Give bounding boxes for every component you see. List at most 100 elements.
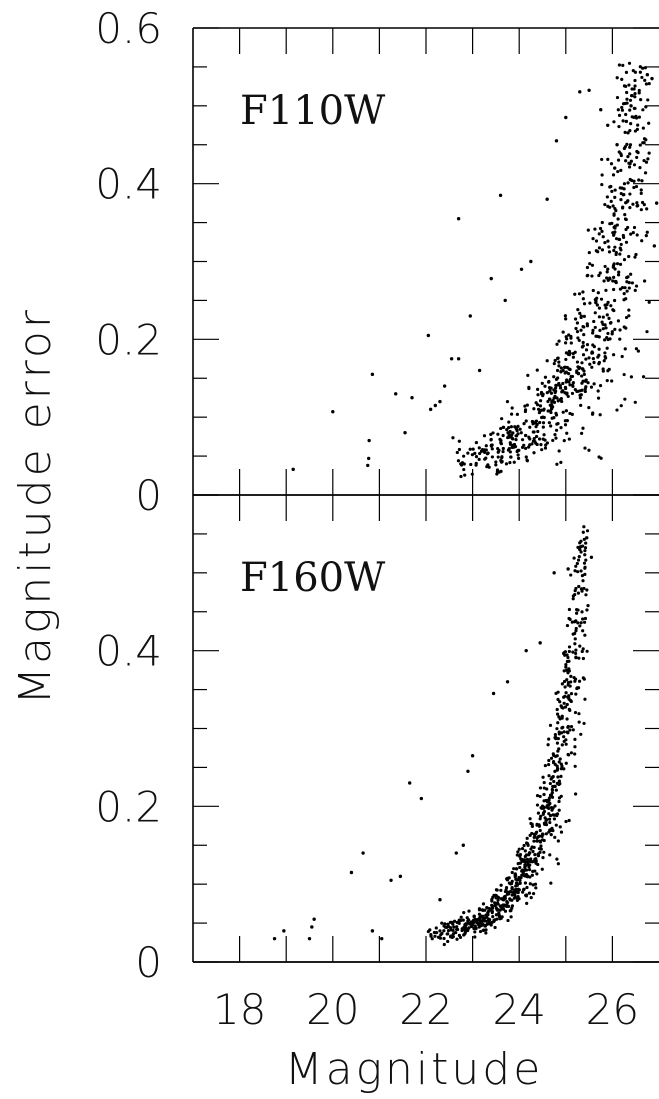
data-point: [590, 274, 594, 278]
data-point: [630, 281, 634, 285]
data-point: [589, 385, 594, 389]
data-point: [582, 586, 586, 591]
y-tick-label: 0.2: [95, 315, 162, 364]
data-point: [389, 878, 393, 882]
data-point: [518, 881, 522, 885]
data-point: [505, 400, 510, 404]
data-point: [542, 786, 546, 790]
data-point: [468, 447, 472, 451]
data-point: [570, 374, 575, 379]
data-point: [625, 289, 629, 293]
data-point: [464, 923, 468, 927]
data-point: [599, 297, 604, 301]
data-point: [605, 195, 609, 199]
data-point: [527, 865, 531, 869]
data-point: [573, 792, 578, 796]
data-point: [474, 440, 479, 445]
data-point: [635, 155, 639, 160]
data-point: [429, 934, 433, 938]
data-point: [513, 425, 517, 429]
data-point: [514, 884, 518, 888]
data-point: [536, 429, 540, 434]
data-point: [575, 561, 579, 566]
data-point: [577, 338, 581, 343]
data-point: [576, 558, 581, 562]
data-point: [272, 936, 277, 941]
data-point: [604, 306, 608, 310]
data-point: [613, 166, 617, 170]
data-point: [457, 918, 461, 922]
data-point: [513, 872, 517, 876]
data-point: [637, 178, 641, 182]
data-point: [500, 915, 504, 919]
data-point: [581, 290, 585, 294]
data-point: [494, 463, 498, 467]
data-point: [505, 878, 510, 882]
data-point: [496, 455, 500, 459]
data-point: [595, 334, 600, 338]
data-point: [612, 120, 616, 124]
data-point: [573, 350, 577, 354]
data-point: [623, 347, 627, 351]
data-point: [509, 909, 513, 913]
data-point: [634, 347, 638, 351]
data-point: [492, 919, 496, 923]
data-point: [536, 811, 541, 815]
data-point: [499, 426, 503, 431]
data-point: [584, 348, 589, 352]
data-point: [541, 775, 545, 779]
data-point: [486, 913, 490, 917]
data-point: [527, 891, 532, 895]
data-point: [564, 357, 568, 362]
data-point: [548, 853, 552, 857]
data-point: [520, 438, 525, 442]
data-point: [621, 119, 625, 123]
data-point: [523, 409, 527, 414]
data-point: [635, 149, 639, 154]
data-point: [560, 764, 564, 768]
data-point: [632, 185, 636, 190]
data-point: [579, 569, 583, 573]
data-point: [530, 845, 534, 849]
data-point: [563, 371, 567, 375]
data-point: [553, 390, 557, 395]
data-point: [538, 399, 543, 403]
data-point: [571, 380, 575, 385]
data-point: [528, 875, 532, 879]
data-point: [596, 396, 601, 400]
data-point: [616, 217, 620, 221]
data-point: [573, 620, 577, 624]
data-point: [553, 754, 558, 759]
data-point: [457, 439, 461, 443]
data-point: [486, 451, 490, 455]
data-point: [509, 882, 514, 886]
data-point: [584, 541, 588, 545]
data-point: [536, 393, 540, 397]
panel-label-f110w: F110W: [240, 88, 385, 134]
data-point: [457, 447, 462, 452]
data-point: [442, 936, 446, 941]
data-point: [454, 851, 458, 855]
data-point: [590, 365, 594, 369]
data-point: [617, 63, 622, 67]
data-point: [553, 804, 557, 808]
data-point: [629, 272, 633, 276]
data-point: [629, 94, 634, 98]
data-point: [522, 858, 527, 862]
data-point: [585, 265, 589, 270]
data-point: [612, 232, 616, 236]
data-point: [558, 782, 562, 786]
data-point: [548, 397, 552, 401]
data-point: [592, 382, 596, 386]
data-point: [498, 917, 502, 921]
data-point: [606, 239, 610, 243]
data-point: [606, 331, 610, 336]
data-point: [565, 702, 569, 707]
data-point: [582, 525, 586, 529]
data-point: [636, 123, 640, 127]
data-point: [615, 223, 619, 227]
data-point: [579, 328, 583, 332]
data-point: [580, 381, 584, 385]
data-point: [564, 705, 568, 709]
data-point: [627, 314, 631, 318]
